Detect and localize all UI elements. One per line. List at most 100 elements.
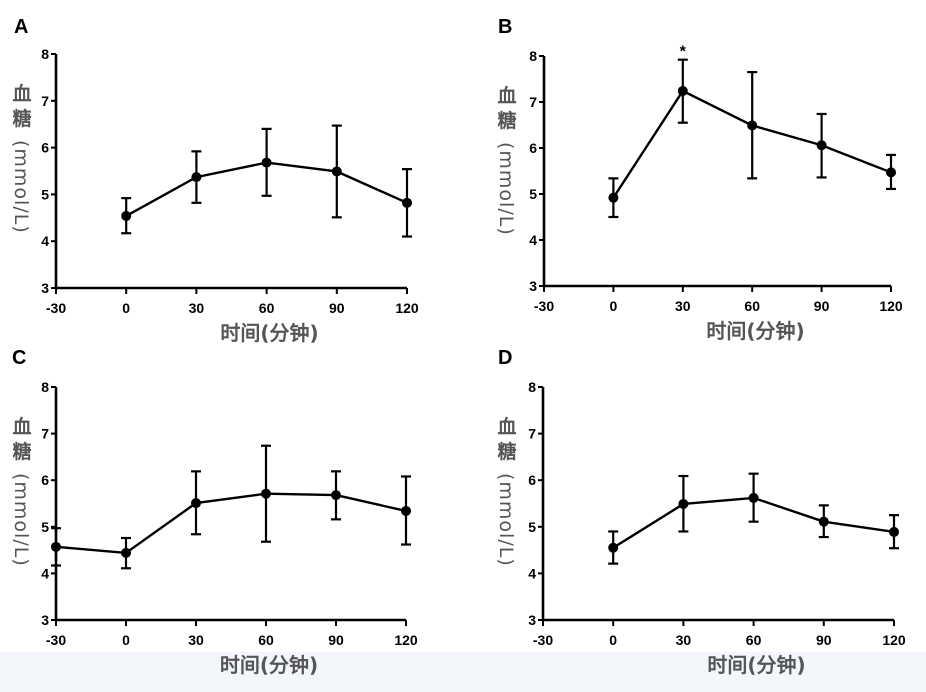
y-tick-label: 7: [41, 426, 49, 442]
y-axis-title: 血糖 (mmol/L): [10, 415, 32, 567]
panel-b: B 3 4 5 6 7 8 -30 0 30 60 90 120 时间(分钟) 血糖 (mmol/L) *: [495, 16, 903, 343]
data-point: [816, 140, 827, 151]
panel-c: C 3 4 5 6 7 8 -30 0 30 60 90 120 时间(分钟) 血糖 (mmol/L): [10, 347, 418, 677]
x-tick-label: 60: [746, 632, 762, 648]
y-tick-label: 4: [41, 565, 49, 581]
x-tick-label: 120: [395, 300, 419, 316]
y-axis-unit: (mmol/L): [10, 473, 32, 567]
significance-marker: *: [680, 44, 687, 61]
data-point: [191, 172, 202, 183]
y-tick-label: 3: [529, 278, 537, 294]
y-tick-label: 4: [529, 232, 537, 248]
y-tick-label: 8: [41, 379, 49, 395]
y-tick-label: 5: [41, 186, 49, 202]
y-tick-label: 3: [528, 612, 536, 628]
x-axis-title: 时间(分钟): [220, 653, 318, 677]
y-axis-unit: (mmol/L): [495, 473, 517, 567]
x-tick-label: -30: [46, 632, 66, 648]
x-tick-label: 90: [328, 632, 344, 648]
y-tick-label: 6: [528, 472, 536, 488]
y-tick-label: 7: [528, 426, 536, 442]
y-tick-label: 5: [528, 519, 536, 535]
y-axis-title-char: 血: [497, 415, 516, 438]
data-point: [51, 541, 61, 552]
data-point: [402, 197, 412, 208]
series-line: [55, 492, 407, 555]
data-point: [818, 516, 829, 527]
y-tick-label: 4: [528, 565, 536, 581]
x-tick-label: 120: [882, 632, 906, 648]
y-tick-label: 6: [41, 140, 49, 156]
panel-letter: B: [498, 16, 512, 38]
x-tick-label: -30: [46, 300, 66, 316]
x-tick-label: 90: [329, 300, 345, 316]
x-tick-label: 120: [879, 298, 903, 314]
x-axis-title: 时间(分钟): [707, 653, 805, 677]
y-tick-label: 4: [41, 233, 49, 249]
y-axis-title-char: 血: [12, 82, 31, 105]
data-point: [608, 542, 619, 553]
panel-letter: A: [14, 16, 28, 38]
data-point: [747, 120, 758, 131]
y-tick-label: 3: [41, 612, 49, 628]
x-tick-label: 30: [675, 298, 691, 314]
x-tick-label: 30: [676, 632, 692, 648]
data-point: [748, 492, 759, 503]
x-tick-label: 120: [394, 632, 418, 648]
y-tick-label: 8: [528, 379, 536, 395]
x-tick-label: 30: [188, 632, 204, 648]
y-tick-label: 6: [41, 472, 49, 488]
data-point: [678, 498, 689, 509]
x-tick-label: -30: [534, 298, 554, 314]
panel-letter: D: [498, 347, 512, 369]
y-axis-unit: (mmol/L): [495, 142, 517, 236]
y-tick-label: 7: [529, 94, 537, 110]
x-tick-label: -30: [533, 632, 553, 648]
x-tick-label: 30: [189, 300, 205, 316]
data-point: [261, 157, 272, 168]
data-point: [331, 166, 342, 177]
x-tick-label: 0: [122, 632, 130, 648]
y-axis-title-char: 糖: [497, 109, 516, 132]
data-point: [401, 505, 411, 516]
data-point: [608, 192, 619, 203]
x-tick-label: 60: [259, 300, 275, 316]
x-tick-label: 90: [816, 632, 832, 648]
x-tick-label: 90: [814, 298, 830, 314]
x-tick-label: 60: [744, 298, 760, 314]
y-axis-title-char: 糖: [12, 440, 31, 463]
y-axis-title: 血糖 (mmol/L): [495, 415, 517, 567]
x-tick-label: 0: [609, 632, 617, 648]
y-axis-title-char: 糖: [12, 107, 31, 130]
x-tick-label: 60: [258, 632, 274, 648]
y-tick-label: 5: [41, 519, 49, 535]
data-point: [121, 547, 131, 558]
x-axis-title: 时间(分钟): [706, 319, 804, 343]
y-tick-label: 3: [41, 280, 49, 296]
y-tick-label: 6: [529, 140, 537, 156]
x-tick-label: 0: [122, 300, 130, 316]
y-axis-title-char: 血: [12, 415, 31, 438]
panel-a: A 3 4 5 6 7 8 -30 0 30 60 90 120 时间(分钟) 血糖 (mmol/L): [10, 16, 419, 345]
y-tick-label: 8: [529, 48, 537, 64]
data-point: [331, 490, 341, 501]
panel-d: D 3 4 5 6 7 8 -30 0 30 60 90 120 时间(分钟) 血糖 (mmol/L): [495, 347, 906, 677]
data-point: [121, 210, 132, 221]
y-tick-label: 5: [529, 186, 537, 202]
y-axis-title: 血糖 (mmol/L): [495, 84, 517, 236]
y-tick-label: 7: [41, 93, 49, 109]
data-point: [886, 167, 896, 178]
x-axis-title: 时间(分钟): [220, 321, 318, 345]
x-tick-label: 0: [610, 298, 618, 314]
panel-letter: C: [12, 347, 26, 369]
bottom-band: [0, 652, 926, 692]
y-axis-title-char: 糖: [497, 440, 516, 463]
y-axis-title-char: 血: [497, 84, 516, 107]
y-axis-unit: (mmol/L): [10, 140, 32, 234]
data-point: [677, 85, 688, 96]
data-point: [191, 498, 201, 509]
data-point: [889, 526, 899, 537]
data-point: [261, 488, 271, 499]
y-axis-title: 血糖 (mmol/L): [10, 82, 32, 234]
